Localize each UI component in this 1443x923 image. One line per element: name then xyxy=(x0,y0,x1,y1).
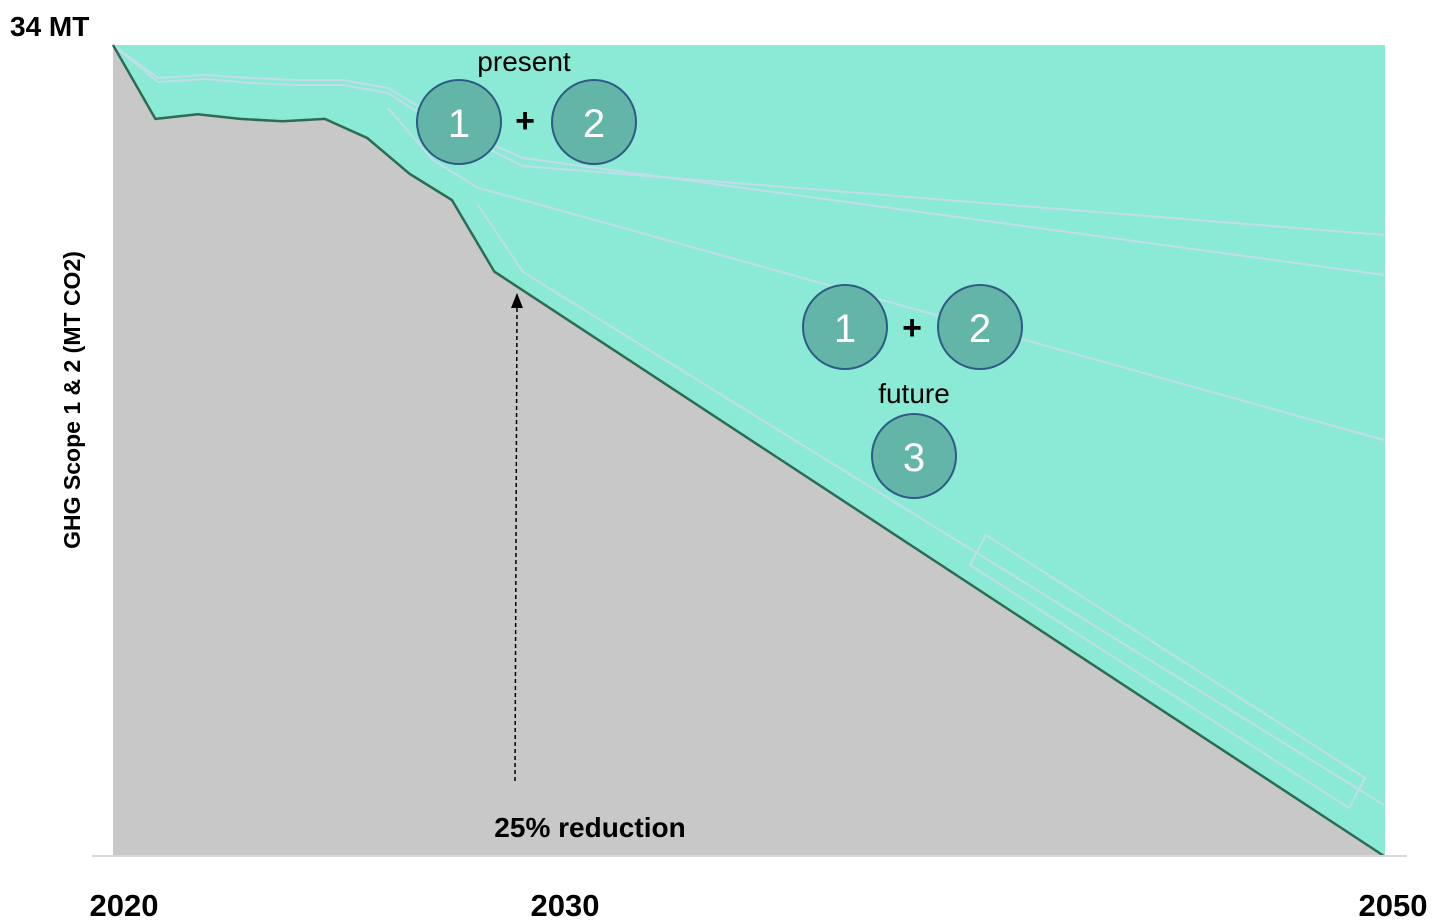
future-plus-sign: + xyxy=(902,309,922,347)
future-scope3-badge: 3 xyxy=(871,413,957,499)
y-axis-label: GHG Scope 1 & 2 (MT CO2) xyxy=(59,251,85,549)
reduction-arrow-line xyxy=(514,304,518,782)
wedge-box xyxy=(968,533,1367,810)
svg-text:3: 3 xyxy=(903,436,925,480)
remaining-emissions-area xyxy=(113,45,1384,856)
future-scope2-badge: 2 xyxy=(937,284,1023,370)
reduction-label: 25% reduction xyxy=(494,812,685,843)
wedge-line xyxy=(477,204,1385,806)
present-label: present xyxy=(477,46,571,77)
svg-text:1: 1 xyxy=(448,102,470,146)
wedge-line xyxy=(112,44,1385,236)
future-label: future xyxy=(878,378,950,409)
x-tick-2050: 2050 xyxy=(1359,888,1428,923)
reduction-arrow-head xyxy=(511,293,523,308)
top-value-label: 34 MT xyxy=(10,11,89,42)
svg-text:1: 1 xyxy=(834,307,856,351)
emission-trajectory xyxy=(111,44,1385,858)
svg-text:2: 2 xyxy=(969,307,991,351)
wedge-line xyxy=(387,107,1385,441)
present-scope1-badge: 1 xyxy=(416,79,502,165)
present-scope2-badge: 2 xyxy=(551,79,637,165)
x-tick-2020: 2020 xyxy=(90,888,159,923)
svg-text:2: 2 xyxy=(583,102,605,146)
x-tick-2030: 2030 xyxy=(531,888,600,923)
future-scope1-badge: 1 xyxy=(802,284,888,370)
present-plus-sign: + xyxy=(515,102,535,140)
